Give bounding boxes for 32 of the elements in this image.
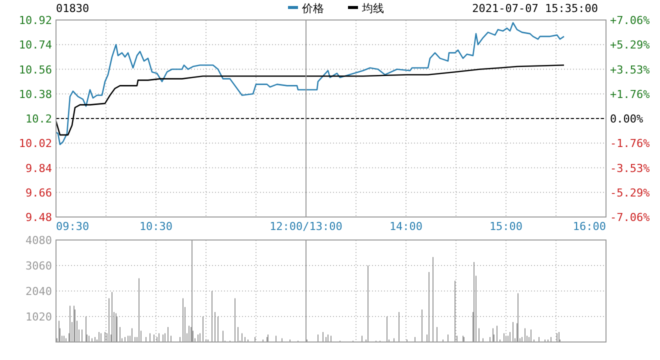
y-tick-label: 9.66: [26, 186, 52, 200]
y-tick-label: 9.48: [26, 211, 52, 224]
text: +5.29%: [610, 38, 650, 52]
y-tick-label: 9.84: [26, 162, 52, 175]
text: -1.76%: [610, 137, 650, 150]
x-tick-label: 10:30: [139, 220, 173, 233]
chart-title: 01830: [56, 2, 90, 15]
legend-label: 均线: [361, 2, 384, 15]
text: +3.53%: [610, 63, 650, 76]
text: +7.06%: [610, 14, 650, 27]
x-tick-label: 14:00: [389, 220, 423, 233]
legend-label: 价格: [301, 2, 324, 15]
text: -7.06%: [610, 211, 650, 224]
y-tick-label: 1020: [26, 310, 52, 324]
x-tick-label: 15:00: [489, 220, 523, 233]
y-tick-label: 10.2: [26, 112, 52, 126]
x-tick-label: 16:00: [572, 220, 606, 233]
y-tick-label: 10.74: [18, 38, 52, 52]
y-tick-label: 3060: [26, 260, 52, 272]
y-tick-label: 10.02: [18, 137, 52, 150]
chart-subtitle: 2021-07-07 15:35:00: [472, 2, 598, 15]
text: -3.53%: [610, 162, 650, 175]
y-tick-label: 10.38: [18, 88, 52, 101]
text: 0.00%: [610, 112, 644, 126]
x-tick-label: 12:00/13:00: [270, 220, 342, 233]
y-tick-label: 10.56: [18, 63, 52, 76]
text: +1.76%: [610, 88, 650, 101]
y-tick-label: 2040: [26, 285, 52, 298]
y-tick-label: 4080: [26, 234, 52, 247]
x-tick-label: 09:30: [56, 220, 90, 233]
y-tick-label: 10.92: [18, 14, 52, 27]
text: -5.29%: [610, 186, 650, 200]
